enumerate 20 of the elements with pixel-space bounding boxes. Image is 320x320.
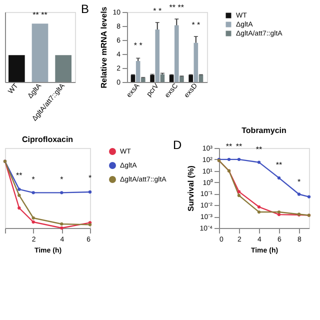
annotation: ** — [16, 171, 22, 180]
annotation: * * — [192, 20, 200, 30]
annotation: ** — [236, 142, 242, 151]
annotation: * * — [134, 41, 142, 50]
annotation: * * — [153, 6, 162, 16]
annotation: * — [32, 175, 35, 184]
annotation: ** — [256, 144, 262, 154]
text: B — [81, 2, 90, 16]
annotation: * — [88, 174, 92, 183]
chart-title: Ciprofloxacin — [22, 135, 74, 144]
annotation: * — [60, 175, 64, 184]
annotation: ** ** — [32, 10, 48, 20]
annotation: ** ** — [169, 3, 184, 12]
annotation: ** — [276, 160, 282, 170]
y-axis-title: Relative mRNA levels — [100, 6, 109, 88]
text: D — [173, 138, 182, 152]
annotation: * — [297, 177, 301, 186]
chart-title: Tobramycin — [242, 126, 286, 135]
annotation: ** — [226, 142, 232, 151]
y-axis-title: Survival (%) — [186, 165, 196, 212]
